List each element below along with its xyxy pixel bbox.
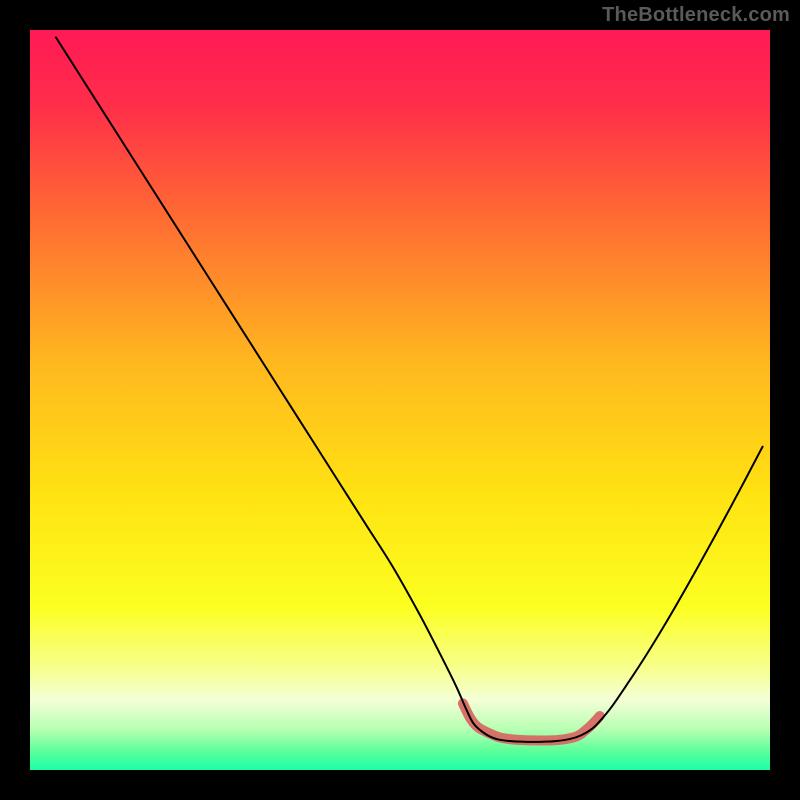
gradient-background [30,30,770,770]
chart-frame: TheBottleneck.com [0,0,800,800]
plot-area [30,30,770,770]
plot-svg [30,30,770,770]
watermark-label: TheBottleneck.com [602,4,790,27]
